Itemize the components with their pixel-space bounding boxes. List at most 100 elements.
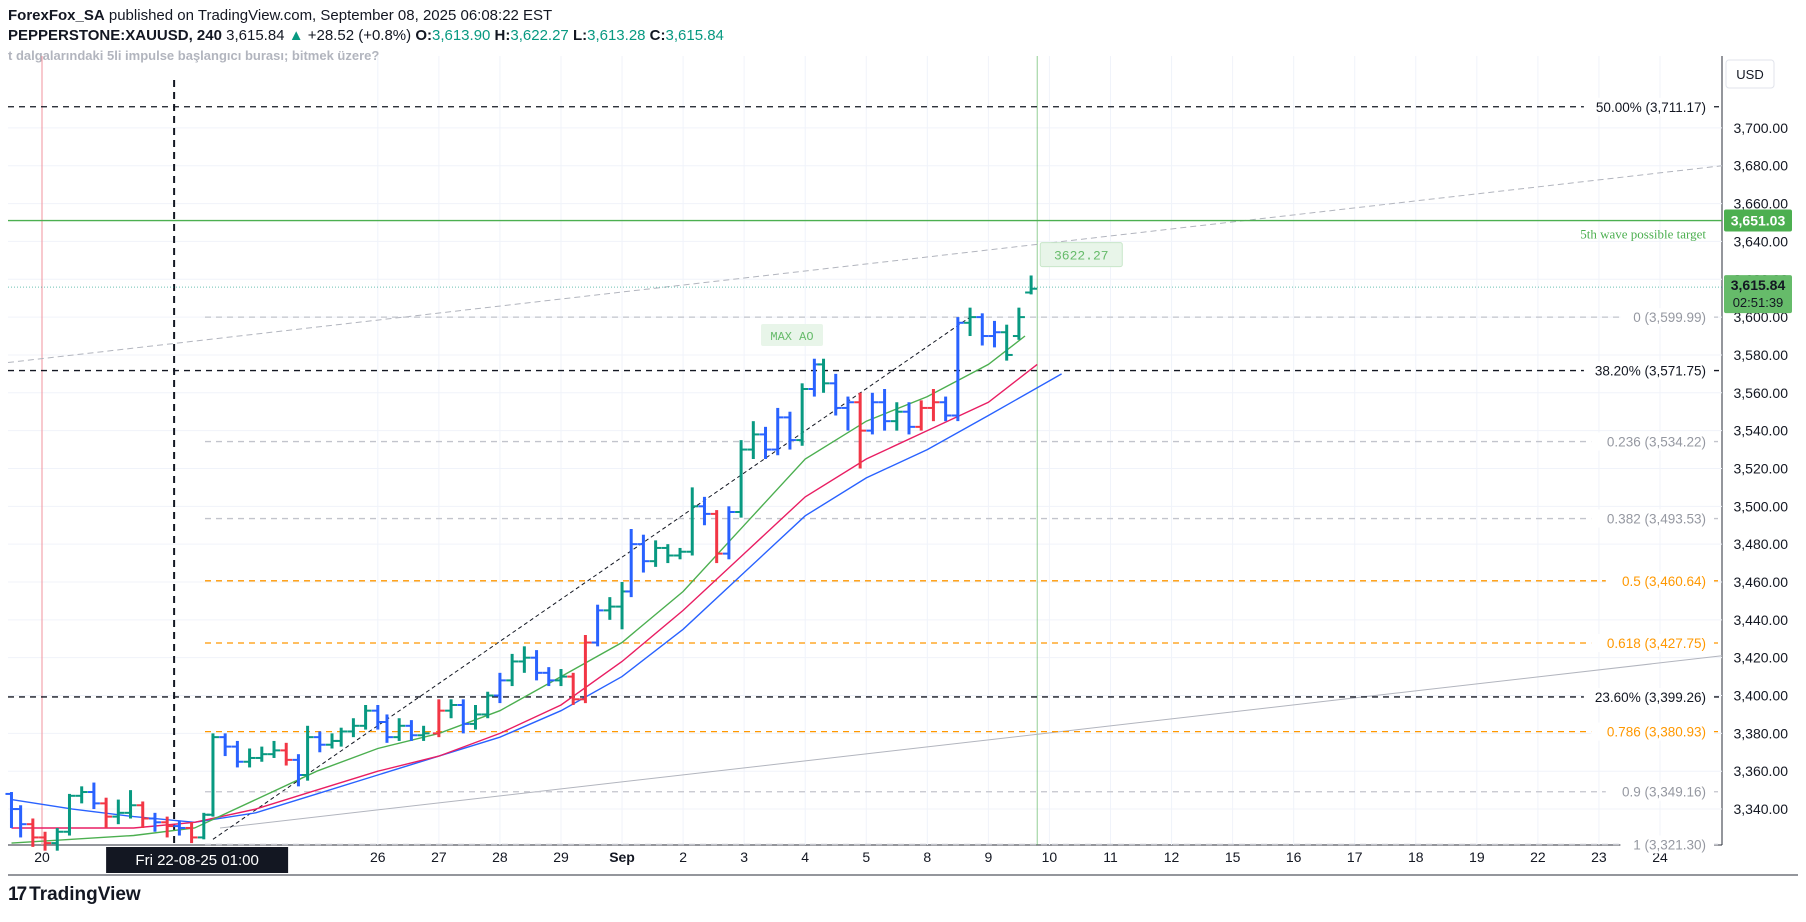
x-tick-label: 27	[431, 849, 447, 865]
up-triangle-icon: ▲	[288, 27, 304, 44]
x-tick-label: 19	[1469, 849, 1485, 865]
fib-level-label: 0.382 (3,493.53)	[1607, 512, 1706, 527]
fib-level-label: 0.5 (3,460.64)	[1622, 574, 1706, 589]
max-ao-box	[760, 324, 823, 347]
x-tick-label: 29	[553, 849, 569, 865]
upper-channel-trendline	[7, 165, 1723, 364]
x-tick-label: 18	[1408, 849, 1424, 865]
fib-level-label: 1 (3,321.30)	[1633, 837, 1706, 852]
x-tick-label: 23	[1591, 849, 1607, 865]
fib-level-label: 38.20% (3,571.75)	[1595, 364, 1706, 379]
x-tick-label: 22	[1530, 849, 1546, 865]
symbol-label[interactable]: PEPPERSTONE:XAUUSD, 240	[8, 27, 222, 44]
ma-blue-line	[11, 373, 1062, 824]
target-price-box	[1724, 209, 1792, 232]
y-tick-label: 3,660.00	[1734, 196, 1789, 212]
countdown-label: 02:51:39	[1733, 295, 1784, 310]
price-change: +28.52 (+0.8%)	[307, 27, 412, 44]
fib-level-label: 23.60% (3,399.26)	[1595, 690, 1706, 705]
x-tick-label: 26	[370, 849, 386, 865]
y-tick-label: 3,460.00	[1734, 574, 1789, 590]
low-value: 3,613.28	[587, 27, 646, 44]
x-tick-label: 9	[984, 849, 992, 865]
x-tick-label: 28	[492, 849, 508, 865]
idea-note: t dalgalarındaki 5li impulse başlangıcı …	[8, 48, 380, 63]
tv-logo-icon: 17	[8, 884, 27, 905]
low-label: L:	[572, 27, 588, 44]
y-tick-label: 3,700.00	[1734, 120, 1789, 136]
crosshair-date-box	[106, 847, 289, 873]
y-tick-label: 3,520.00	[1734, 460, 1789, 476]
chart-header: ForexFox_SA published on TradingView.com…	[8, 6, 724, 66]
fib-label-bg	[1620, 308, 1714, 327]
publish-line: ForexFox_SA published on TradingView.com…	[8, 6, 724, 26]
fib-level-label: 0.236 (3,534.22)	[1607, 435, 1706, 450]
close-label: C:	[649, 27, 666, 44]
fib-label-bg	[1591, 432, 1714, 451]
y-tick-label: 3,400.00	[1734, 688, 1789, 704]
last-price: 3,615.84	[226, 27, 285, 44]
y-tick-label: 3,420.00	[1734, 650, 1789, 666]
tradingview-logo[interactable]: 17 TradingView	[8, 884, 141, 906]
y-tick-label: 3,500.00	[1734, 498, 1789, 514]
y-tick-label: 3,380.00	[1734, 725, 1789, 741]
x-tick-label: 3	[740, 849, 748, 865]
y-tick-label: 3,340.00	[1734, 801, 1789, 817]
fib-label-bg	[1605, 782, 1714, 801]
fib-level-label: 50.00% (3,711.17)	[1596, 100, 1706, 115]
x-tick-label: 15	[1225, 849, 1241, 865]
x-tick-label: 4	[801, 849, 809, 865]
x-tick-label: 12	[1164, 849, 1180, 865]
x-tick-label: 8	[923, 849, 931, 865]
max-ao-label: MAX AO	[770, 330, 813, 344]
fib-level-label: 0.9 (3,349.16)	[1622, 785, 1706, 800]
x-tick-label: 16	[1286, 849, 1302, 865]
open-label: O:	[415, 27, 432, 44]
y-tick-label: 3,560.00	[1734, 385, 1789, 401]
y-tick-label: 3,440.00	[1734, 612, 1789, 628]
y-tick-label: 3,540.00	[1734, 423, 1789, 439]
ma-red-line	[11, 363, 1038, 829]
close-value: 3,615.84	[665, 27, 724, 44]
lower-trendline	[219, 655, 1723, 829]
fib-label-bg	[1591, 509, 1714, 528]
target-price-label: 3,651.03	[1731, 213, 1786, 229]
fib-label-bg	[1591, 634, 1714, 653]
publish-info: published on TradingView.com, September …	[104, 7, 553, 24]
high-label-box	[1039, 242, 1123, 268]
x-tick-label: 11	[1103, 849, 1118, 865]
fib-label-bg	[1620, 835, 1714, 854]
fib-level-label: 0.618 (3,427.75)	[1607, 636, 1706, 651]
x-tick-label: 17	[1347, 849, 1363, 865]
currency-label: USD	[1736, 67, 1763, 82]
x-tick-label: 10	[1042, 849, 1058, 865]
x-tick-label: 2	[679, 849, 687, 865]
ohlc-line: PEPPERSTONE:XAUUSD, 240 3,615.84 ▲ +28.5…	[8, 26, 724, 46]
high-label: H:	[494, 27, 511, 44]
fib-label-bg	[1583, 361, 1714, 380]
fib-label-bg	[1591, 722, 1714, 741]
high-value: 3,622.27	[510, 27, 569, 44]
open-value: 3,613.90	[431, 27, 491, 44]
wave-trendline	[212, 316, 971, 840]
author-name[interactable]: ForexFox_SA	[8, 7, 105, 24]
fib-label-bg	[1583, 97, 1714, 116]
target-label: 5th wave possible target	[1580, 227, 1706, 242]
high-label: 3622.27	[1054, 249, 1109, 264]
y-tick-label: 3,640.00	[1734, 233, 1789, 249]
last-price-box	[1724, 275, 1792, 314]
last-price-label: 3,615.84	[1731, 277, 1786, 293]
currency-box	[1725, 59, 1775, 89]
x-tick-label: 20	[34, 849, 50, 865]
y-tick-label: 3,680.00	[1734, 158, 1789, 174]
brand-name: TradingView	[29, 884, 141, 905]
y-tick-label: 3,580.00	[1734, 347, 1789, 363]
x-tick-label: Sep	[609, 849, 635, 865]
fib-label-bg	[1583, 687, 1714, 706]
x-tick-label: 5	[862, 849, 870, 865]
y-tick-label: 3,360.00	[1734, 763, 1789, 779]
fib-label-bg	[1605, 571, 1714, 590]
fib-level-label: 0 (3,599.99)	[1633, 310, 1706, 325]
fib-level-label: 0.786 (3,380.93)	[1607, 725, 1706, 740]
